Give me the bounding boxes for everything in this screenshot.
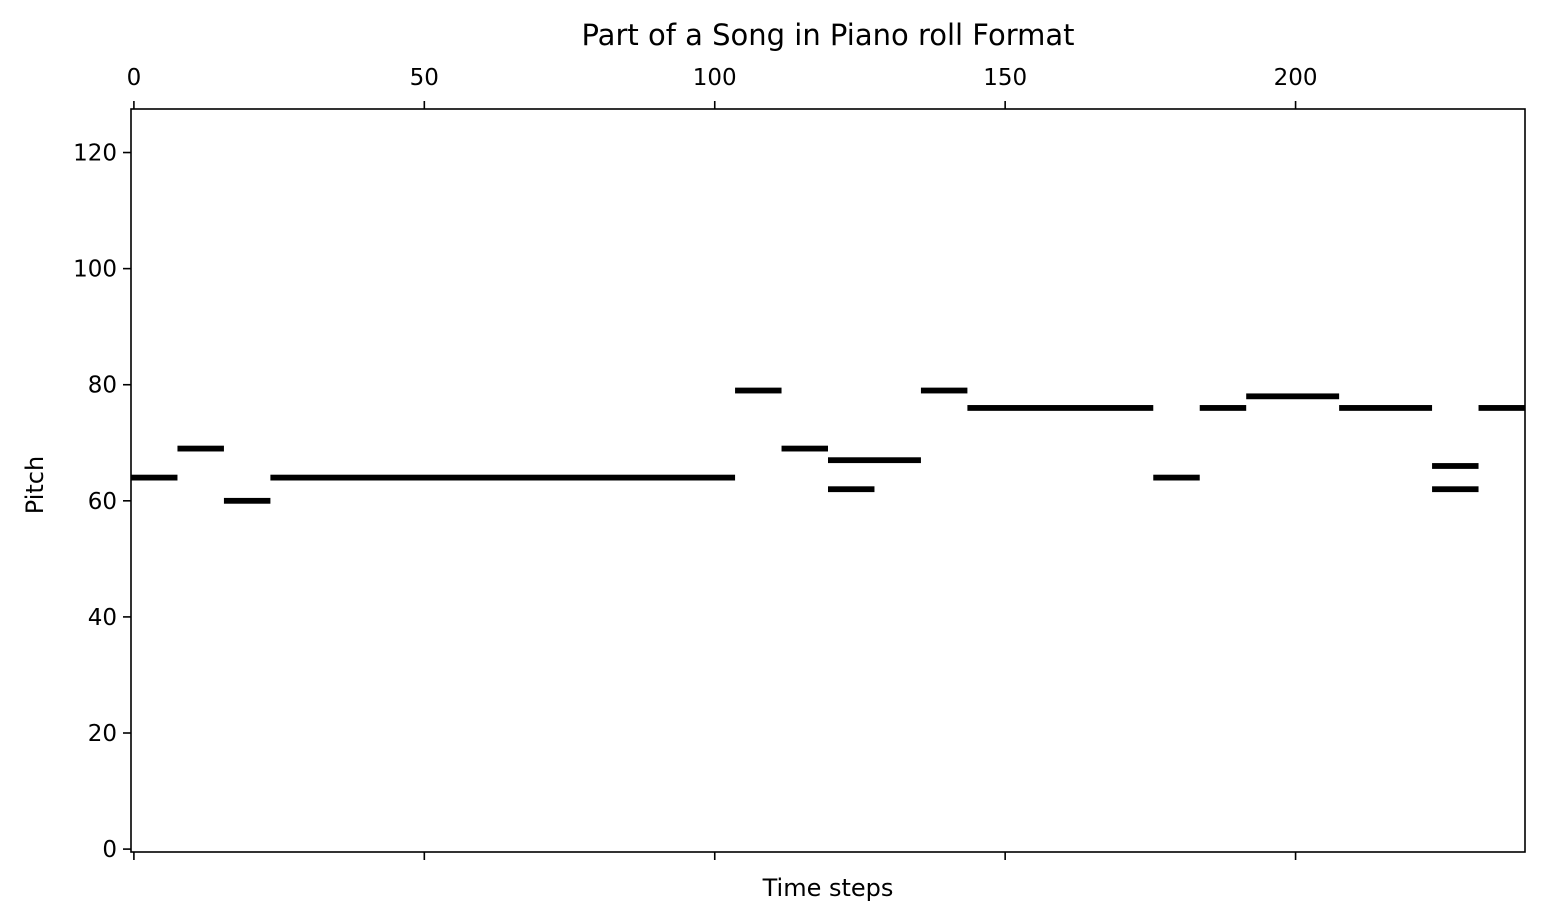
note-6: [828, 457, 921, 464]
x-tick-label-50: 50: [410, 65, 439, 91]
y-tick-label-0: 0: [102, 837, 117, 863]
x-tick-label-150: 150: [983, 65, 1027, 91]
y-tick-label-20: 20: [88, 721, 117, 747]
note-12: [1246, 393, 1340, 400]
y-tick-label-120: 120: [73, 141, 117, 167]
note-14: [1432, 463, 1479, 469]
y-axis-ticks: 0 20 40 60 80 100 120: [73, 141, 131, 863]
note-0: [131, 474, 178, 481]
note-11: [1199, 405, 1247, 411]
notes-layer: [131, 387, 1525, 504]
y-tick-label-100: 100: [73, 257, 117, 283]
x-axis-ticks: 0 50 100 150 200: [127, 65, 1318, 860]
x-tick-label-100: 100: [693, 65, 737, 91]
x-tick-label-200: 200: [1274, 65, 1318, 91]
x-tick-label-0: 0: [127, 65, 142, 91]
y-tick-label-80: 80: [88, 373, 117, 399]
chart-title: Part of a Song in Piano roll Format: [581, 18, 1074, 52]
note-9: [967, 405, 1154, 411]
note-10: [1153, 474, 1200, 481]
note-13: [1339, 405, 1433, 411]
note-7: [828, 486, 875, 493]
note-2: [223, 497, 271, 504]
note-16: [1478, 405, 1525, 411]
y-axis-title: Pitch: [21, 456, 49, 514]
y-tick-label-60: 60: [88, 489, 117, 515]
x-axis-title: Time steps: [762, 874, 894, 902]
note-4: [735, 387, 782, 394]
plot-frame: [130, 108, 1526, 853]
note-3: [270, 474, 736, 481]
y-tick-label-40: 40: [88, 605, 117, 631]
note-1: [177, 445, 224, 452]
note-5: [781, 445, 828, 452]
note-8: [920, 387, 968, 394]
note-15: [1432, 486, 1479, 493]
